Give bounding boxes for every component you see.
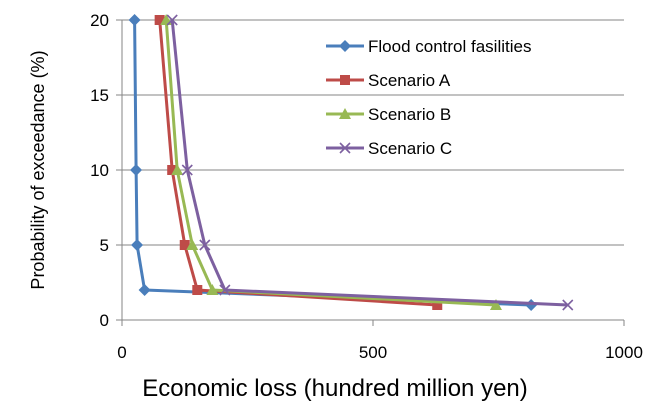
series-4 bbox=[166, 14, 574, 311]
legend-item: Scenario B bbox=[326, 105, 451, 124]
y-tick-label: 0 bbox=[100, 311, 109, 330]
x-axis-title: Economic loss (hundred million yen) bbox=[142, 375, 528, 402]
data-point bbox=[206, 284, 219, 295]
data-point bbox=[562, 299, 574, 311]
y-tick-label: 15 bbox=[90, 86, 109, 105]
data-point bbox=[130, 164, 143, 176]
series-layer bbox=[128, 14, 574, 311]
y-tick-label: 10 bbox=[90, 161, 109, 180]
x-tick-label: 500 bbox=[359, 343, 387, 362]
data-point bbox=[179, 240, 190, 250]
y-axis-title: Probability of exceedance (%) bbox=[28, 50, 48, 289]
legend-item: Flood control fasilities bbox=[326, 37, 531, 56]
data-point bbox=[154, 15, 165, 25]
legend-label: Scenario C bbox=[368, 139, 452, 158]
y-tick-label: 5 bbox=[100, 236, 109, 255]
gridlines bbox=[122, 19, 624, 246]
data-point bbox=[489, 299, 502, 310]
data-point bbox=[199, 239, 211, 251]
data-point bbox=[181, 164, 193, 176]
legend: Flood control fasilities Scenario A Scenar… bbox=[326, 37, 531, 158]
data-point bbox=[167, 165, 178, 175]
data-point bbox=[219, 284, 231, 296]
data-point bbox=[128, 14, 141, 26]
x-tick-label: 1000 bbox=[605, 343, 643, 362]
legend-swatch-marker bbox=[340, 75, 350, 85]
data-point bbox=[166, 14, 178, 26]
data-point bbox=[138, 284, 151, 296]
series-line bbox=[170, 19, 568, 307]
y-tick-label: 20 bbox=[90, 11, 109, 30]
legend-item: Scenario A bbox=[326, 71, 451, 90]
series-3 bbox=[160, 14, 502, 310]
series-2 bbox=[154, 15, 443, 310]
data-point bbox=[171, 164, 184, 175]
legend-item: Scenario C bbox=[326, 139, 452, 158]
legend-label: Flood control fasilities bbox=[368, 37, 531, 56]
series-line bbox=[164, 19, 497, 307]
legend-label: Scenario A bbox=[368, 71, 451, 90]
y-axis-ticks: 0 5 10 15 20 bbox=[90, 11, 122, 330]
x-axis-ticks: 0 500 1000 bbox=[117, 320, 643, 362]
legend-label: Scenario B bbox=[368, 105, 451, 124]
data-point bbox=[192, 285, 203, 295]
legend-swatch-marker bbox=[339, 108, 351, 119]
legend-swatch-marker bbox=[339, 142, 351, 154]
data-point bbox=[432, 300, 443, 310]
series-line bbox=[133, 19, 532, 307]
legend-swatch-marker bbox=[339, 40, 351, 52]
x-tick-label: 0 bbox=[117, 343, 126, 362]
data-point bbox=[186, 239, 199, 250]
data-point bbox=[131, 239, 144, 251]
